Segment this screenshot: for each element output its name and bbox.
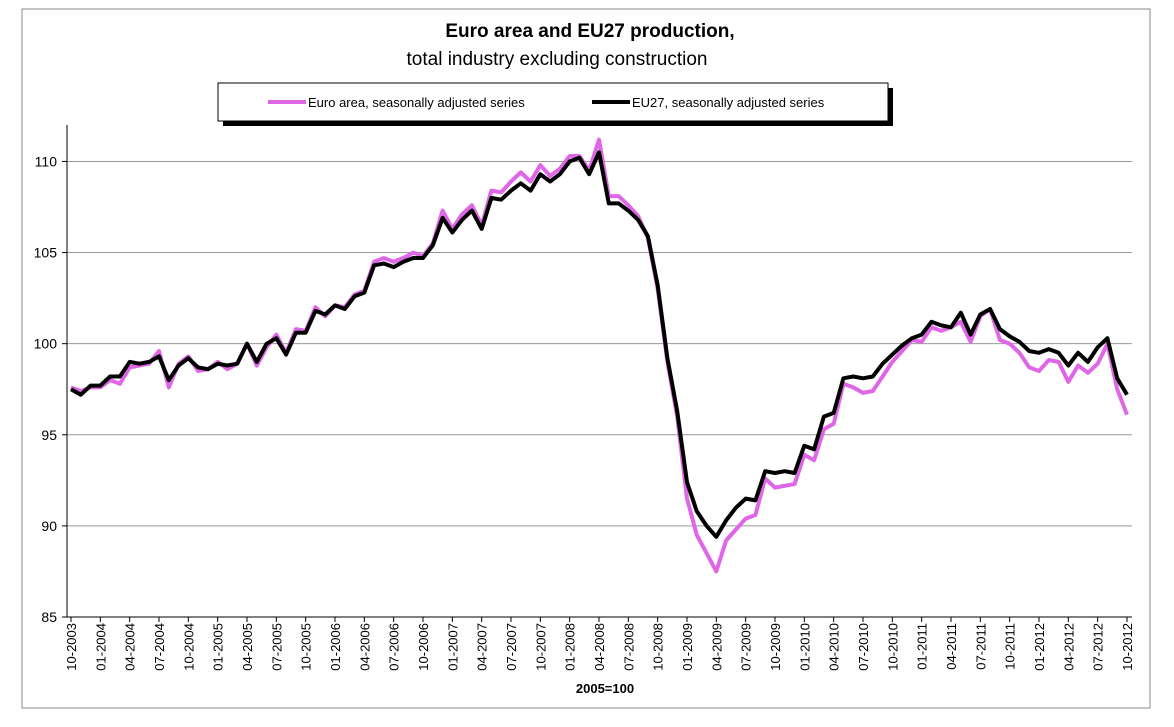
x-tick-label: 04-2008 xyxy=(592,623,607,671)
x-tick-label: 07-2011 xyxy=(973,623,988,670)
x-tick-label: 01-2008 xyxy=(563,623,578,671)
y-tick-label: 90 xyxy=(41,518,57,534)
y-tick-label: 105 xyxy=(34,245,58,261)
x-tick-label: 04-2005 xyxy=(240,623,255,671)
legend-label: EU27, seasonally adjusted series xyxy=(632,95,825,110)
x-tick-label: 10-2004 xyxy=(181,623,196,671)
x-tick-label: 10-2008 xyxy=(651,623,666,671)
x-tick-label: 04-2009 xyxy=(709,623,724,671)
x-tick-label: 07-2004 xyxy=(152,623,167,671)
x-tick-label: 01-2006 xyxy=(328,623,343,671)
x-tick-label: 01-2011 xyxy=(915,623,930,670)
x-tick-label: 04-2010 xyxy=(827,623,842,671)
x-tick-label: 01-2004 xyxy=(93,623,108,671)
y-tick-label: 95 xyxy=(41,427,57,443)
x-tick-label: 01-2009 xyxy=(680,623,695,671)
x-tick-label: 07-2009 xyxy=(739,623,754,671)
x-tick-label: 04-2011 xyxy=(944,623,959,670)
x-axis-title: 2005=100 xyxy=(576,681,634,696)
x-tick-label: 10-2010 xyxy=(885,623,900,671)
x-tick-label: 01-2007 xyxy=(445,623,460,671)
x-tick-label: 01-2005 xyxy=(211,623,226,671)
x-tick-label: 01-2010 xyxy=(797,623,812,671)
x-tick-label: 10-2012 xyxy=(1120,623,1135,671)
series-line xyxy=(70,150,1129,539)
x-tick-label: 04-2004 xyxy=(123,623,138,671)
x-tick-label: 07-2012 xyxy=(1091,623,1106,671)
legend-box xyxy=(217,82,889,122)
y-tick-label: 100 xyxy=(34,336,58,352)
chart-title: Euro area and EU27 production, xyxy=(445,21,734,42)
x-tick-label: 07-2007 xyxy=(504,623,519,671)
x-tick-label: 10-2003 xyxy=(64,623,79,671)
x-tick-label: 10-2005 xyxy=(299,623,314,671)
x-tick-label: 04-2007 xyxy=(475,623,490,671)
x-tick-label: 07-2008 xyxy=(621,623,636,671)
y-tick-label: 110 xyxy=(35,153,58,169)
x-tick-label: 07-2005 xyxy=(269,623,284,671)
x-tick-label: 01-2012 xyxy=(1032,623,1047,671)
chart-subtitle: total industry excluding construction xyxy=(407,49,708,70)
x-tick-label: 07-2006 xyxy=(387,623,402,671)
x-tick-label: 10-2011 xyxy=(1003,623,1018,670)
legend-label: Euro area, seasonally adjusted series xyxy=(308,95,525,110)
x-tick-label: 10-2006 xyxy=(416,623,431,671)
x-tick-label: 04-2012 xyxy=(1061,623,1076,671)
x-tick-label: 10-2007 xyxy=(533,623,548,671)
y-tick-label: 85 xyxy=(41,609,57,625)
x-tick-label: 10-2009 xyxy=(768,623,783,671)
x-tick-label: 04-2006 xyxy=(357,623,372,671)
x-tick-label: 07-2010 xyxy=(856,623,871,671)
